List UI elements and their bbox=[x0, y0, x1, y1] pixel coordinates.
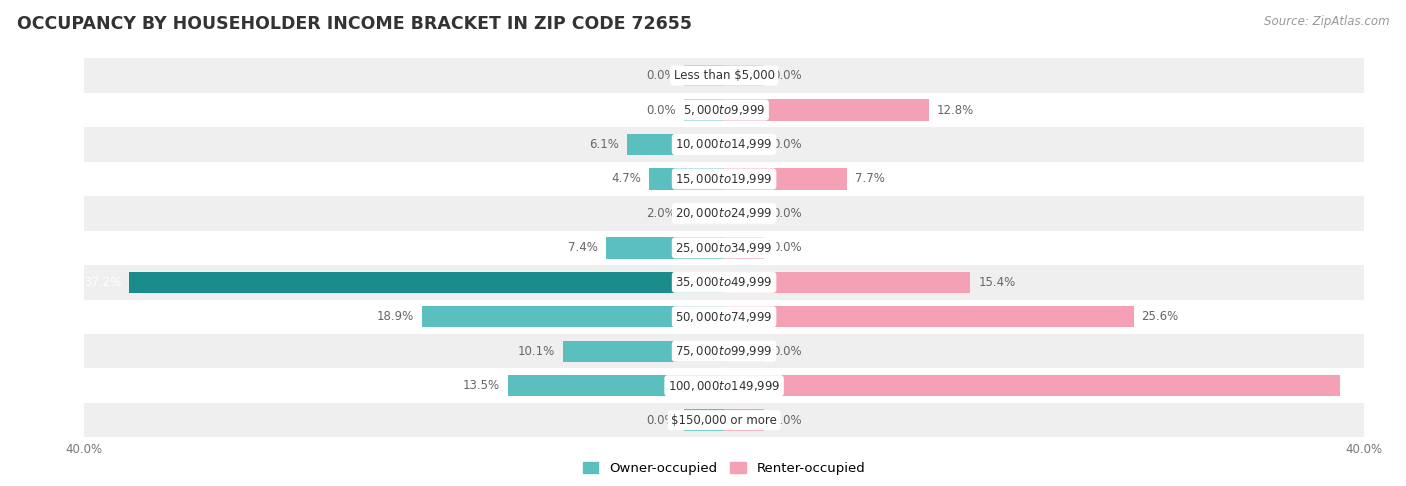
Legend: Owner-occupied, Renter-occupied: Owner-occupied, Renter-occupied bbox=[578, 456, 870, 480]
Bar bbox=[724, 168, 848, 190]
Text: 25.6%: 25.6% bbox=[1142, 310, 1178, 323]
Text: 13.5%: 13.5% bbox=[463, 379, 501, 392]
Text: Less than $5,000: Less than $5,000 bbox=[673, 69, 775, 82]
Bar bbox=[724, 375, 1340, 397]
Text: $75,000 to $99,999: $75,000 to $99,999 bbox=[675, 344, 773, 358]
Bar bbox=[724, 306, 1133, 328]
Bar bbox=[84, 231, 1364, 265]
Text: OCCUPANCY BY HOUSEHOLDER INCOME BRACKET IN ZIP CODE 72655: OCCUPANCY BY HOUSEHOLDER INCOME BRACKET … bbox=[17, 15, 692, 33]
Text: 7.7%: 7.7% bbox=[855, 173, 886, 186]
Text: 38.5%: 38.5% bbox=[1348, 379, 1385, 392]
Bar bbox=[84, 403, 1364, 437]
Text: 0.0%: 0.0% bbox=[772, 138, 801, 151]
Bar bbox=[508, 375, 724, 397]
Text: 2.0%: 2.0% bbox=[647, 207, 676, 220]
Text: 0.0%: 0.0% bbox=[772, 242, 801, 254]
Bar bbox=[562, 341, 724, 362]
Text: 12.8%: 12.8% bbox=[936, 104, 974, 117]
Text: 0.0%: 0.0% bbox=[647, 104, 676, 117]
Bar bbox=[724, 203, 763, 224]
Text: $150,000 or more: $150,000 or more bbox=[671, 414, 778, 427]
Bar bbox=[685, 203, 724, 224]
Bar bbox=[84, 334, 1364, 368]
Text: 6.1%: 6.1% bbox=[589, 138, 619, 151]
Text: 15.4%: 15.4% bbox=[979, 276, 1015, 289]
Bar bbox=[84, 127, 1364, 162]
Text: 7.4%: 7.4% bbox=[568, 242, 598, 254]
Bar bbox=[84, 265, 1364, 299]
Bar bbox=[84, 196, 1364, 231]
Text: Source: ZipAtlas.com: Source: ZipAtlas.com bbox=[1264, 15, 1389, 28]
Text: 0.0%: 0.0% bbox=[647, 69, 676, 82]
Text: $100,000 to $149,999: $100,000 to $149,999 bbox=[668, 379, 780, 393]
Bar bbox=[724, 99, 929, 121]
Bar bbox=[724, 237, 763, 259]
Bar bbox=[685, 99, 724, 121]
Bar bbox=[650, 168, 724, 190]
Text: $20,000 to $24,999: $20,000 to $24,999 bbox=[675, 207, 773, 220]
Bar bbox=[422, 306, 724, 328]
Bar bbox=[685, 65, 724, 86]
Bar bbox=[84, 58, 1364, 93]
Bar bbox=[84, 368, 1364, 403]
Text: $15,000 to $19,999: $15,000 to $19,999 bbox=[675, 172, 773, 186]
Bar bbox=[627, 134, 724, 155]
Bar bbox=[685, 410, 724, 431]
Text: 0.0%: 0.0% bbox=[647, 414, 676, 427]
Text: 0.0%: 0.0% bbox=[772, 207, 801, 220]
Text: 37.2%: 37.2% bbox=[84, 276, 121, 289]
Bar bbox=[724, 410, 763, 431]
Bar bbox=[724, 65, 763, 86]
Bar bbox=[724, 341, 763, 362]
Bar bbox=[724, 134, 763, 155]
Bar bbox=[606, 237, 724, 259]
Text: 10.1%: 10.1% bbox=[517, 345, 554, 358]
Text: 4.7%: 4.7% bbox=[612, 173, 641, 186]
Text: $50,000 to $74,999: $50,000 to $74,999 bbox=[675, 310, 773, 324]
Bar bbox=[84, 299, 1364, 334]
Text: $25,000 to $34,999: $25,000 to $34,999 bbox=[675, 241, 773, 255]
Text: 0.0%: 0.0% bbox=[772, 345, 801, 358]
Text: $5,000 to $9,999: $5,000 to $9,999 bbox=[683, 103, 765, 117]
Text: $35,000 to $49,999: $35,000 to $49,999 bbox=[675, 276, 773, 289]
Bar bbox=[129, 272, 724, 293]
Bar bbox=[84, 93, 1364, 127]
Text: 0.0%: 0.0% bbox=[772, 414, 801, 427]
Text: 0.0%: 0.0% bbox=[772, 69, 801, 82]
Text: 18.9%: 18.9% bbox=[377, 310, 413, 323]
Text: $10,000 to $14,999: $10,000 to $14,999 bbox=[675, 138, 773, 152]
Bar bbox=[84, 162, 1364, 196]
Bar bbox=[724, 272, 970, 293]
